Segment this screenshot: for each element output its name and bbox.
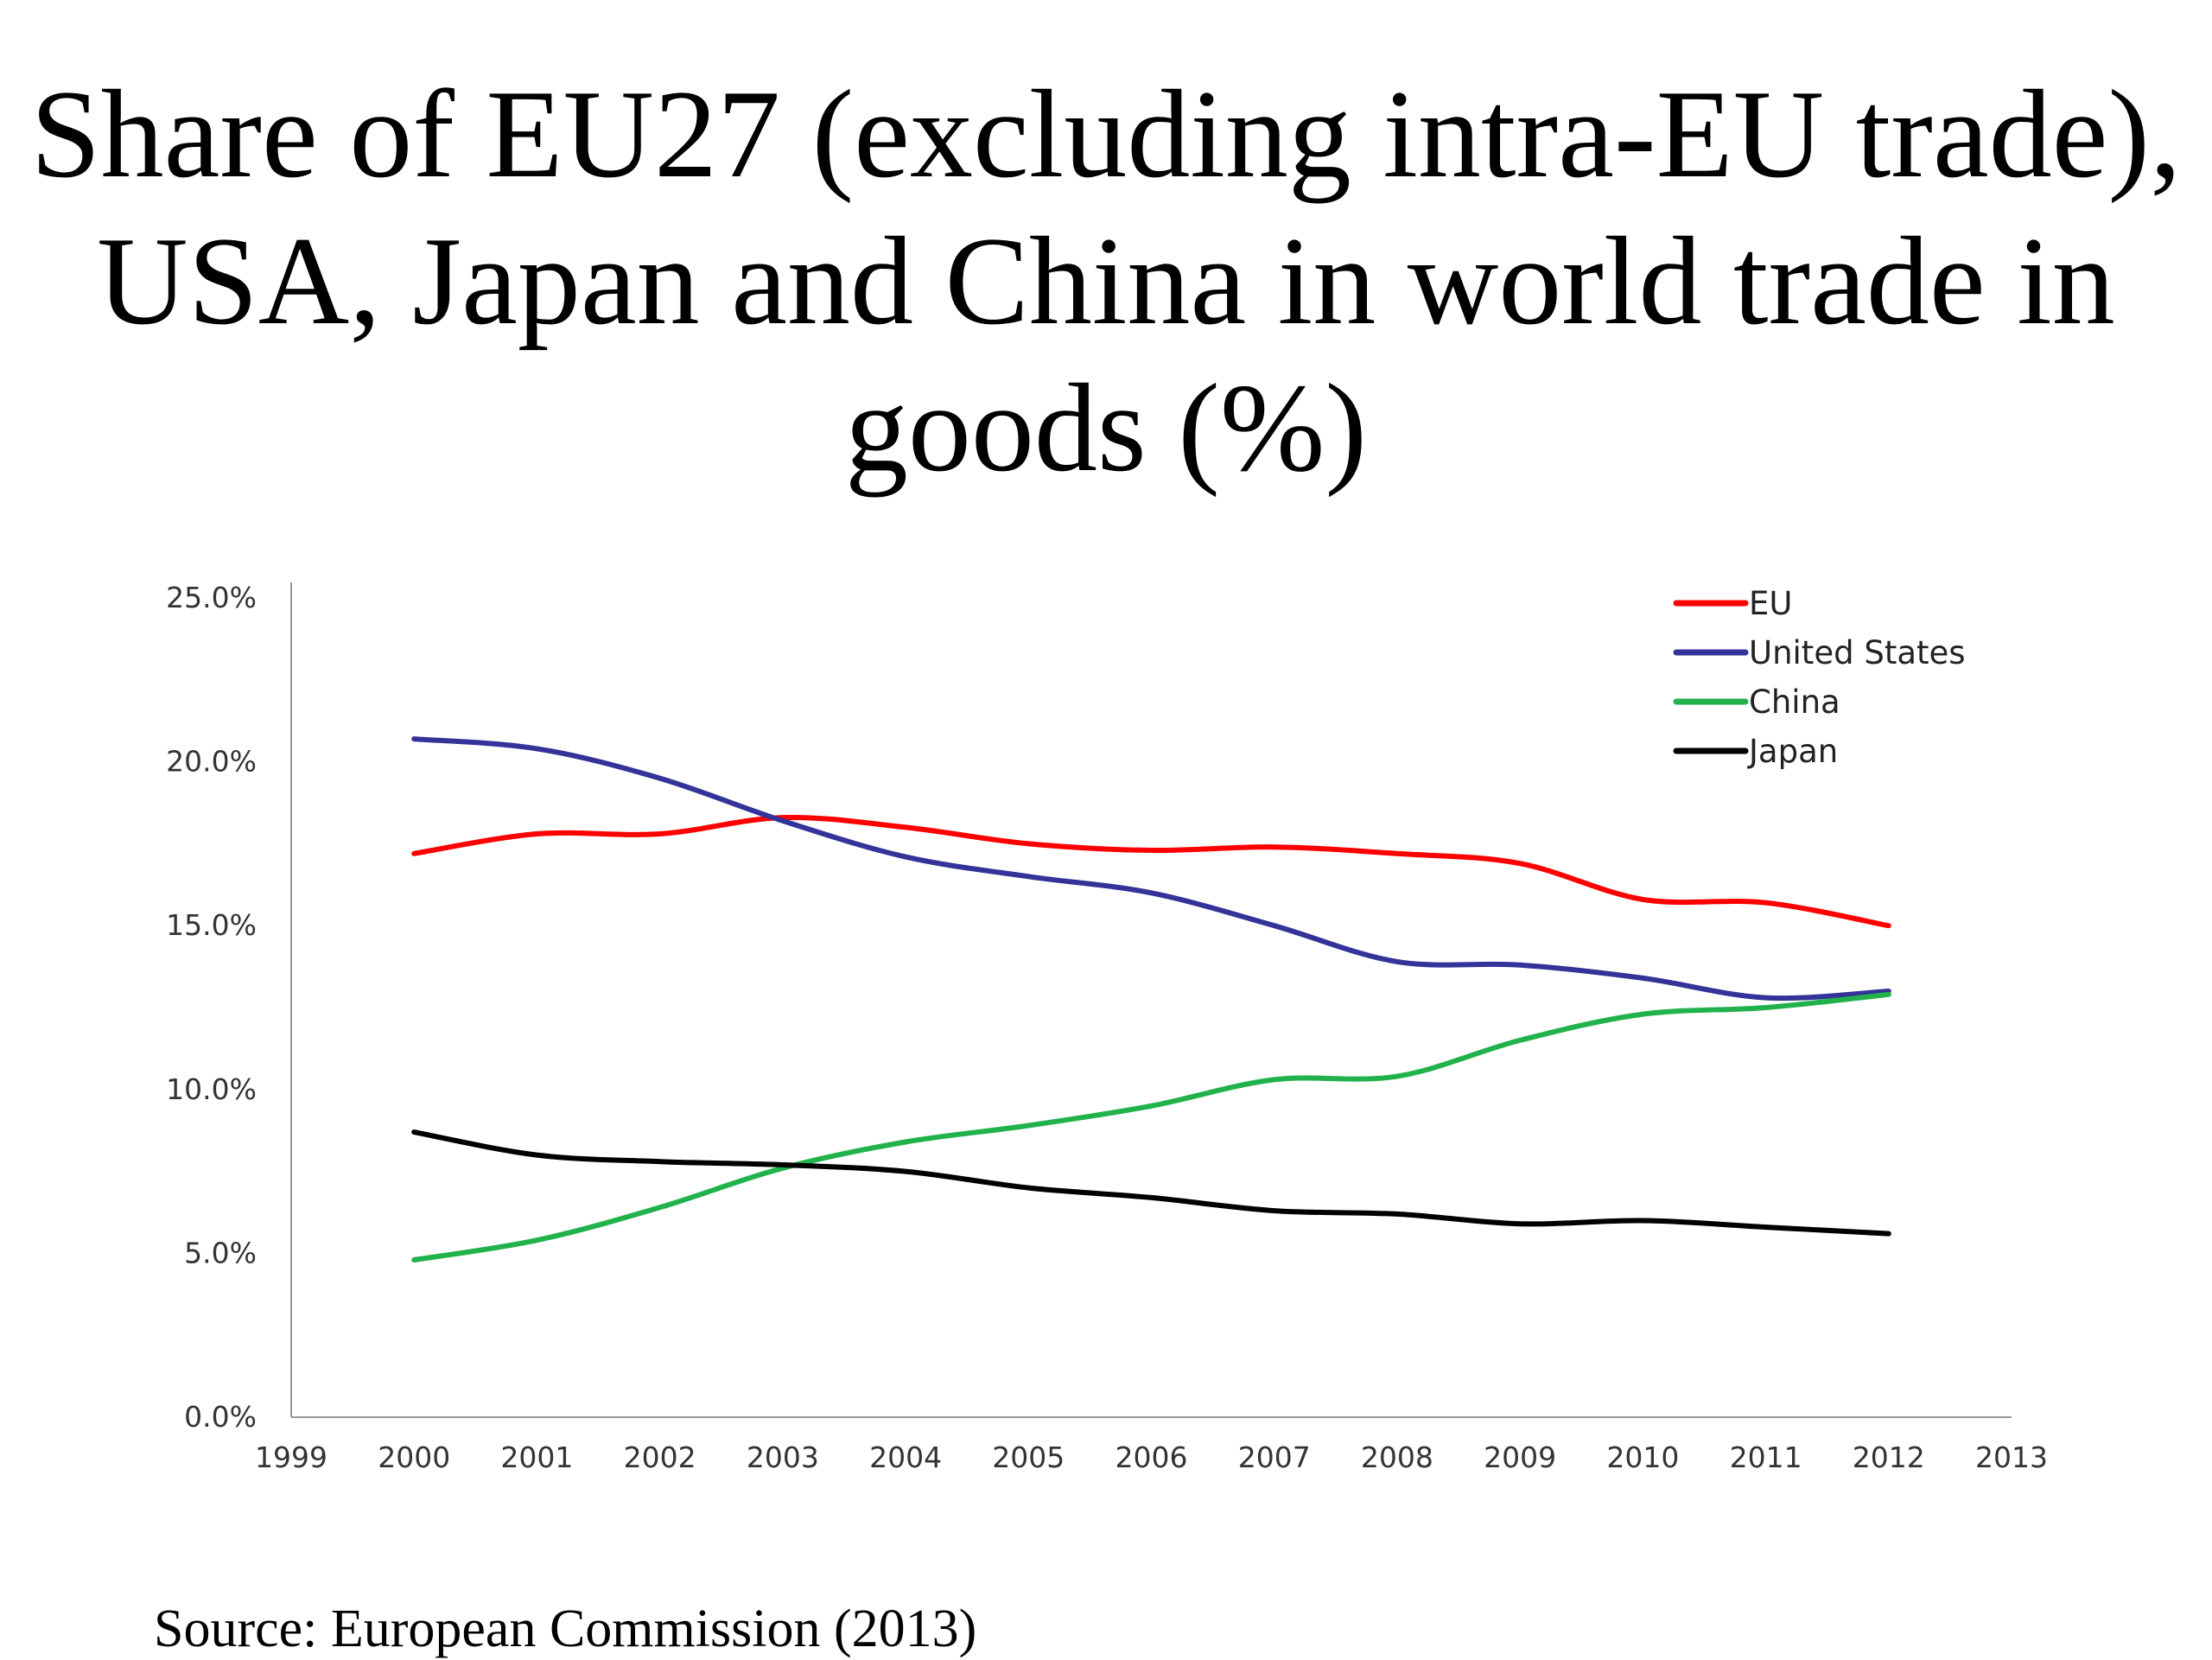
- legend: EU United States China Japan: [1673, 585, 1966, 770]
- y-tick-label: 15.0%: [166, 908, 257, 942]
- x-tick-label: 2013: [1975, 1441, 2048, 1474]
- slide-title: Share of EU27 (excluding intra-EU trade)…: [0, 60, 2212, 501]
- slide-title-line-3: goods (%): [844, 358, 1368, 498]
- y-tick-label: 10.0%: [166, 1072, 257, 1106]
- series-line-eu: [411, 814, 1891, 929]
- x-tick-label: 2009: [1484, 1441, 1556, 1474]
- x-tick-label: 2011: [1730, 1441, 1802, 1474]
- series-line-japan: [411, 1129, 1891, 1237]
- y-tick-label: 0.0%: [184, 1400, 257, 1434]
- legend-label-united-states: United States: [1749, 634, 1966, 671]
- slide-title-line-1: Share of EU27 (excluding intra-EU trade)…: [30, 64, 2182, 204]
- source-note: Source: European Commission (2013): [154, 1600, 977, 1658]
- x-tick-label: 2012: [1853, 1441, 1925, 1474]
- x-tick-label: 2000: [378, 1441, 450, 1474]
- legend-label-eu: EU: [1749, 585, 1792, 622]
- x-tick-label: 2001: [500, 1441, 573, 1474]
- legend-label-japan: Japan: [1747, 733, 1838, 770]
- x-tick-label: 2010: [1606, 1441, 1679, 1474]
- x-tick-label: 2003: [747, 1441, 819, 1474]
- x-tick-label: 2002: [624, 1441, 696, 1474]
- slide-title-line-2: USA, Japan and China in world trade in: [97, 211, 2115, 351]
- x-tick-label: 2005: [992, 1441, 1065, 1474]
- x-tick-label: 2004: [869, 1441, 942, 1474]
- x-tick-label: 2007: [1238, 1441, 1311, 1474]
- x-tick-label: 2006: [1116, 1441, 1188, 1474]
- y-tick-label: 20.0%: [166, 745, 257, 779]
- x-tick-label: 1999: [255, 1441, 327, 1474]
- legend-label-china: China: [1749, 684, 1840, 721]
- x-axis-ticks: 1999 2000 2001 2002 2003 2004 2005 2006 2007 2008…: [255, 1441, 2048, 1474]
- y-axis-ticks: 0.0% 5.0% 10.0% 15.0% 20.0% 25.0%: [166, 581, 257, 1434]
- series-line-china: [411, 991, 1891, 1262]
- line-chart: 0.0% 5.0% 10.0% 15.0% 20.0% 25.0% 1999 2000 200…: [166, 581, 2048, 1474]
- y-tick-label: 5.0%: [184, 1236, 257, 1269]
- axes: [290, 582, 2012, 1418]
- series-line-united-states: [411, 736, 1891, 1002]
- series-lines: [411, 736, 1891, 1262]
- x-tick-label: 2008: [1361, 1441, 1433, 1474]
- y-tick-label: 25.0%: [166, 581, 257, 614]
